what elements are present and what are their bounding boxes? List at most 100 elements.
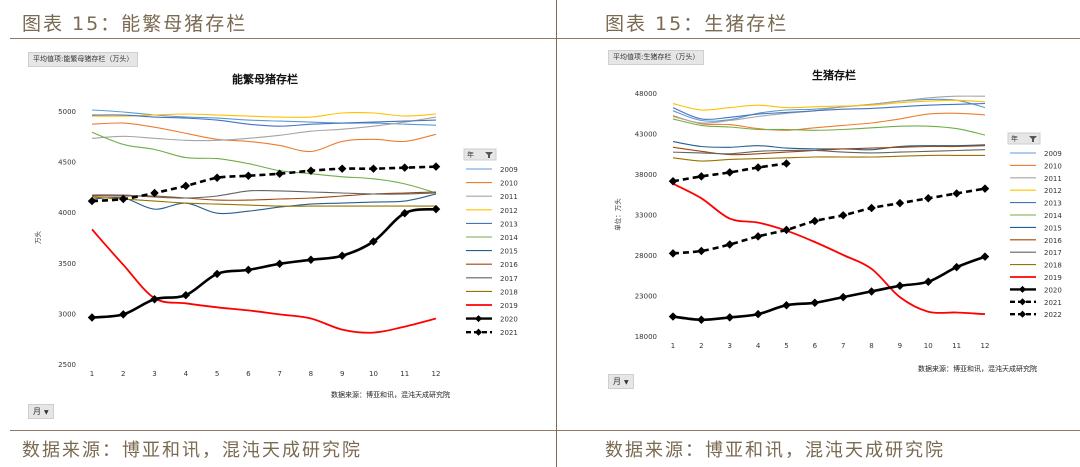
x-tick-label: 5	[784, 342, 788, 350]
series-point-2020	[150, 294, 159, 304]
y-tick-label: 3000	[58, 310, 76, 318]
source-note: 数据来源：博亚和讯，混沌天成研究院	[918, 364, 1037, 373]
dropdown-caret-icon: ▼	[624, 379, 629, 386]
legend-label-2019: 2019	[1044, 274, 1062, 282]
legend-marker-2020	[474, 315, 483, 323]
series-point-2021	[980, 184, 990, 193]
legend-label-2014: 2014	[1044, 212, 1062, 220]
legend-label-2016: 2016	[1044, 237, 1062, 245]
series-point-2021	[400, 163, 409, 172]
series-point-2021	[725, 240, 734, 249]
right-footer: 数据来源：博亚和讯，混沌天成研究院	[605, 440, 945, 461]
legend-label-2022: 2022	[1044, 311, 1062, 319]
series-point-2020	[924, 277, 933, 286]
series-line-2014	[91, 131, 437, 194]
x-tick-label: 2	[121, 370, 125, 378]
series-point-2020	[753, 309, 763, 319]
series-point-2021	[87, 196, 97, 206]
series-line-2013	[672, 102, 986, 120]
series-point-2021	[369, 164, 378, 173]
right-header: 图表 15：生猪存栏	[605, 13, 789, 35]
series-line-2015	[91, 193, 437, 215]
series-point-2021	[697, 246, 706, 256]
series-point-2022	[782, 159, 791, 168]
legend-marker-2021	[474, 328, 483, 336]
legend-label-2013: 2013	[500, 220, 518, 228]
series-point-2021	[753, 232, 763, 241]
series-line-2009	[91, 109, 437, 126]
x-tick-label: 7	[277, 370, 281, 378]
y-tick-label: 43000	[635, 131, 657, 139]
legend-label-2011: 2011	[1044, 175, 1062, 183]
series-line-2018	[672, 154, 985, 162]
series-point-2021	[212, 173, 222, 183]
y-axis-label: 单位：万头	[613, 198, 622, 231]
legend-label-2019: 2019	[500, 302, 518, 310]
series-point-2020	[697, 315, 706, 325]
series-line-2012	[91, 112, 437, 118]
source-note: 数据来源：博亚和讯，混沌天成研究院	[331, 390, 450, 399]
series-point-2020	[369, 237, 378, 246]
legend-label-2010: 2010	[500, 180, 518, 188]
x-tick-label: 1	[671, 342, 675, 350]
x-tick-label: 6	[246, 370, 251, 378]
series-line-2014	[672, 118, 986, 136]
y-tick-label: 33000	[635, 212, 657, 220]
series-point-2022	[753, 163, 763, 172]
series-line-2020	[672, 255, 986, 322]
x-tick-label: 3	[152, 370, 156, 378]
series-point-2020	[668, 312, 678, 321]
legend-label-2018: 2018	[500, 288, 518, 296]
series-point-2021	[867, 203, 876, 213]
legend-label-2021: 2021	[500, 329, 518, 337]
legend-title: 年	[1011, 134, 1018, 143]
series-point-2020	[895, 281, 905, 291]
legend-label-2009: 2009	[500, 166, 518, 174]
left-panel: 图表 15：能繁母猪存栏 平均值项:能繁母猪存栏（万头） 能繁母猪存栏 2500 3…	[10, 13, 556, 461]
series-line-2019	[91, 228, 437, 334]
series-line-2016	[672, 145, 986, 156]
y-tick-label: 5000	[58, 108, 76, 116]
x-tick-label: 6	[813, 342, 818, 350]
legend-label-2020: 2020	[500, 316, 518, 324]
y-tick-label: 2500	[58, 361, 76, 369]
series-point-2021	[810, 216, 820, 226]
legend-filter-button	[1007, 132, 1041, 145]
series-point-2020	[431, 204, 441, 214]
series-line-2020	[91, 207, 437, 319]
series-point-2020	[306, 255, 316, 265]
legend-label-2012: 2012	[1044, 187, 1062, 195]
series-point-2021	[895, 198, 905, 208]
series-point-2021	[306, 166, 316, 175]
left-month-dropdown[interactable]: 月 ▼	[28, 404, 54, 419]
x-tick-label: 11	[400, 370, 409, 378]
x-tick-label: 12	[981, 342, 990, 350]
right-field-chip[interactable]: 平均值项:生猪存栏（万头）	[608, 50, 705, 65]
series-line-2010	[672, 112, 986, 131]
left-header-rule	[10, 38, 556, 39]
series-point-2020	[725, 313, 734, 322]
series-point-2021	[952, 189, 961, 198]
series-point-2020	[782, 300, 791, 310]
series-line-2011	[91, 116, 437, 142]
series-line-2009	[672, 98, 986, 122]
series-line-2018	[91, 196, 436, 207]
chart-title: 能繁母猪存栏	[232, 72, 298, 86]
y-tick-label: 23000	[635, 293, 657, 301]
series-point-2021	[668, 249, 678, 258]
legend-label-2020: 2020	[1044, 286, 1062, 294]
series-point-2021	[275, 169, 284, 178]
legend-title: 年	[467, 150, 474, 159]
dropdown-caret-icon: ▼	[44, 409, 49, 416]
series-point-2020	[400, 208, 409, 218]
series-line-2019	[672, 182, 986, 315]
right-month-dropdown[interactable]: 月 ▼	[608, 374, 634, 389]
right-header-rule	[557, 38, 1080, 39]
x-tick-label: 10	[924, 342, 933, 350]
legend-label-2014: 2014	[500, 234, 518, 242]
y-tick-label: 28000	[635, 252, 657, 260]
series-line-2021	[672, 187, 986, 255]
left-field-chip[interactable]: 平均值项:能繁母猪存栏（万头）	[28, 52, 139, 67]
legend-label-2016: 2016	[500, 261, 518, 269]
